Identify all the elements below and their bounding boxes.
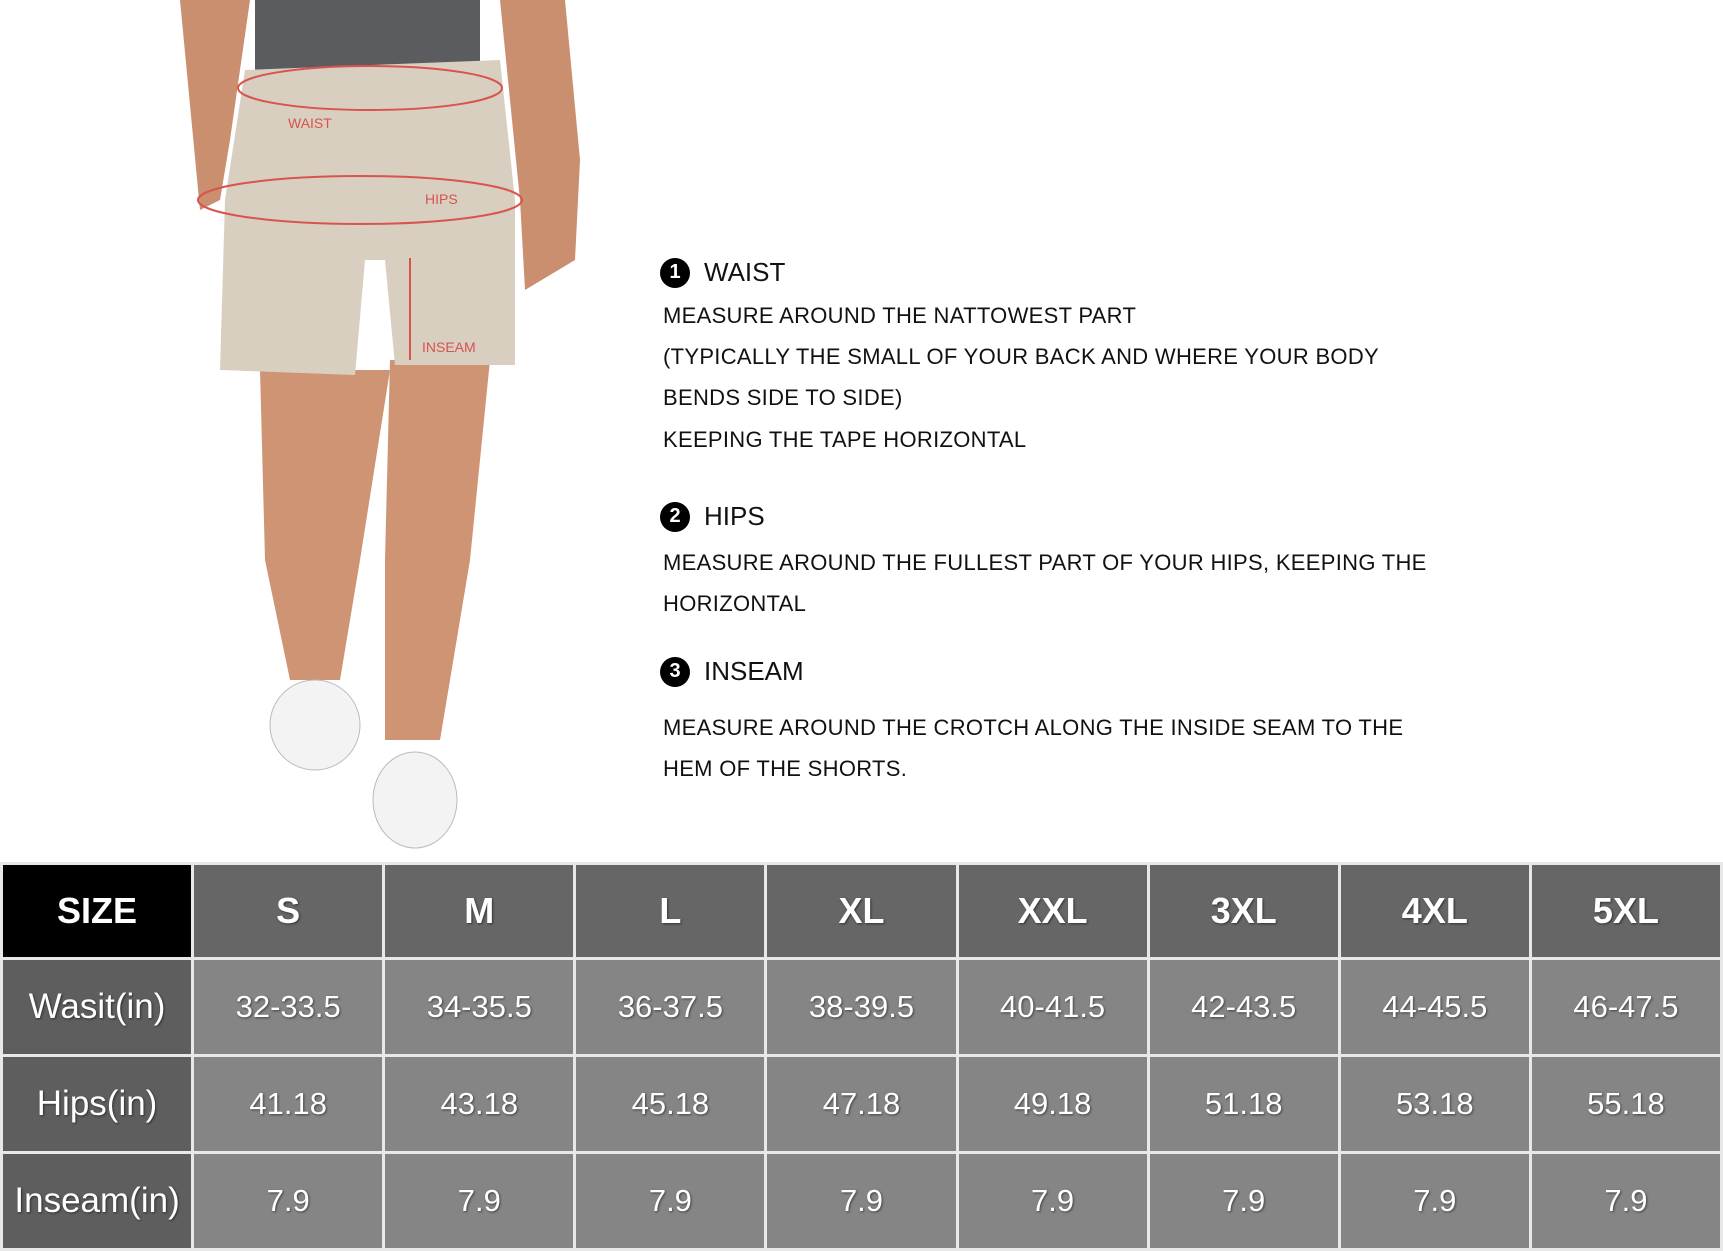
hips-text-line: MEASURE AROUND THE FULLEST PART OF YOUR … [663, 550, 1427, 575]
right-shoe [372, 751, 458, 849]
waist-label: WAIST [288, 115, 332, 131]
shorts [220, 60, 515, 375]
header-cell: M [382, 862, 577, 960]
hips-line [197, 175, 523, 225]
waist-text-line: (TYPICALLY THE SMALL OF YOUR BACK AND WH… [663, 344, 1379, 369]
table-cell: 51.18 [1146, 1054, 1341, 1154]
right-arm [500, 0, 580, 290]
table-cell: 7.9 [573, 1151, 768, 1251]
table-cell: 55.18 [1528, 1054, 1723, 1154]
table-cell: 53.18 [1337, 1054, 1532, 1154]
table-cell: 49.18 [955, 1054, 1150, 1154]
model-figure: WAIST HIPS INSEAM [180, 0, 580, 849]
table-cell: 34-35.5 [382, 957, 577, 1057]
table-cell: 7.9 [382, 1151, 577, 1251]
header-cell: 3XL [1146, 862, 1341, 960]
table-cell: 7.9 [191, 1151, 386, 1251]
table-row: Hips(in) 41.18 43.18 45.18 47.18 49.18 51.18 53… [0, 1054, 1723, 1154]
table-cell: 47.18 [764, 1054, 959, 1154]
table-cell: 38-39.5 [764, 957, 959, 1057]
left-leg [260, 370, 390, 680]
size-chart-table: SIZE S M L XL XXL 3XL 4XL 5XL Wasit(in) 3… [0, 862, 1723, 1251]
table-cell: 7.9 [1528, 1151, 1723, 1251]
row-label: Wasit(in) [0, 957, 195, 1057]
table-cell: 36-37.5 [573, 957, 768, 1057]
inseam-text-line: MEASURE AROUND THE CROTCH ALONG THE INSI… [663, 715, 1404, 740]
hips-label: HIPS [425, 191, 458, 207]
table-cell: 7.9 [955, 1151, 1150, 1251]
table-cell: 46-47.5 [1528, 957, 1723, 1057]
right-leg [385, 360, 490, 740]
table-row: Wasit(in) 32-33.5 34-35.5 36-37.5 38-39.5 40-… [0, 957, 1723, 1057]
table-cell: 43.18 [382, 1054, 577, 1154]
inseam-title: INSEAM [704, 656, 804, 686]
table-cell: 32-33.5 [191, 957, 386, 1057]
shirt [255, 0, 480, 70]
header-cell: XL [764, 862, 959, 960]
table-cell: 7.9 [764, 1151, 959, 1251]
inseam-label: INSEAM [422, 339, 476, 355]
table-cell: 40-41.5 [955, 957, 1150, 1057]
inseam-text-line: HEM OF THE SHORTS. [663, 756, 908, 781]
header-cell: L [573, 862, 768, 960]
table-cell: 41.18 [191, 1054, 386, 1154]
waist-text-line: BENDS SIDE TO SIDE) [663, 385, 903, 410]
header-cell: 4XL [1337, 862, 1532, 960]
header-cell: S [191, 862, 386, 960]
inseam-heading: 3 INSEAM [660, 656, 804, 687]
left-arm [180, 0, 250, 210]
left-shoe [269, 679, 361, 771]
header-cell: 5XL [1528, 862, 1723, 960]
hips-title: HIPS [704, 501, 765, 531]
waist-heading: 1 WAIST [660, 257, 785, 288]
table-header-row: SIZE S M L XL XXL 3XL 4XL 5XL [0, 862, 1723, 960]
number-2-icon: 2 [660, 501, 690, 532]
waist-text-line: KEEPING THE TAPE HORIZONTAL [663, 427, 1027, 452]
hips-heading: 2 HIPS [660, 501, 765, 532]
header-size: SIZE [0, 862, 195, 960]
number-1-icon: 1 [660, 257, 690, 288]
row-label: Inseam(in) [0, 1151, 195, 1251]
hips-text-line: HORIZONTAL [663, 591, 807, 616]
table-cell: 7.9 [1337, 1151, 1532, 1251]
row-label: Hips(in) [0, 1054, 195, 1154]
table-cell: 42-43.5 [1146, 957, 1341, 1057]
waist-line [237, 65, 503, 111]
table-cell: 7.9 [1146, 1151, 1341, 1251]
waist-text-line: MEASURE AROUND THE NATTOWEST PART [663, 303, 1137, 328]
table-cell: 44-45.5 [1337, 957, 1532, 1057]
waist-title: WAIST [704, 257, 786, 287]
number-3-icon: 3 [660, 656, 690, 687]
table-row: Inseam(in) 7.9 7.9 7.9 7.9 7.9 7.9 7.9 7.9 [0, 1151, 1723, 1251]
header-cell: XXL [955, 862, 1150, 960]
table-cell: 45.18 [573, 1054, 768, 1154]
